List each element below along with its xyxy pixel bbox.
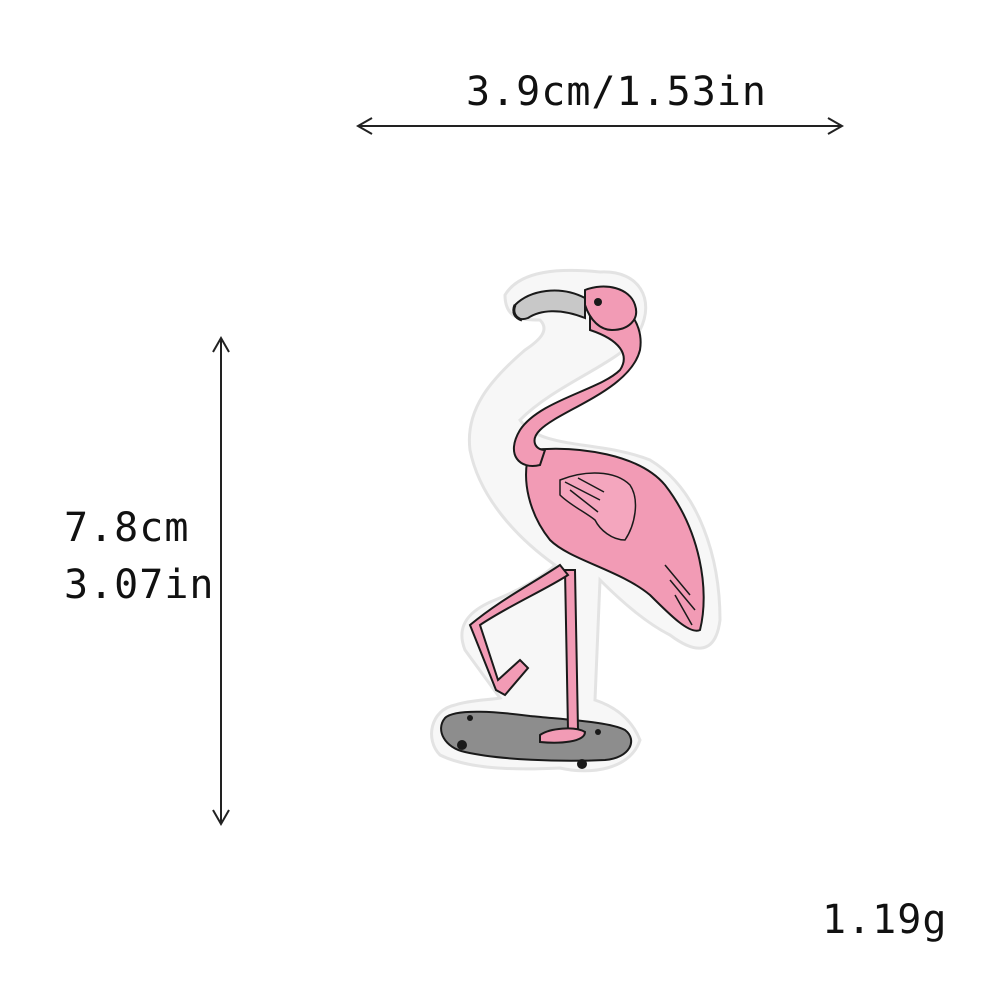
height-label-in: 3.07in [64,562,215,608]
flamingo-body [525,447,705,632]
height-label-cm: 7.8cm [64,505,190,551]
skateboard [440,710,632,769]
eye-icon [594,298,602,306]
flamingo-neck-head [512,285,642,467]
flamingo-skateboard-patch-image [430,268,722,773]
flamingo-legs [468,563,587,744]
weight-label: 1.19g [822,897,948,943]
width-label: 3.9cm/1.53in [466,69,767,115]
